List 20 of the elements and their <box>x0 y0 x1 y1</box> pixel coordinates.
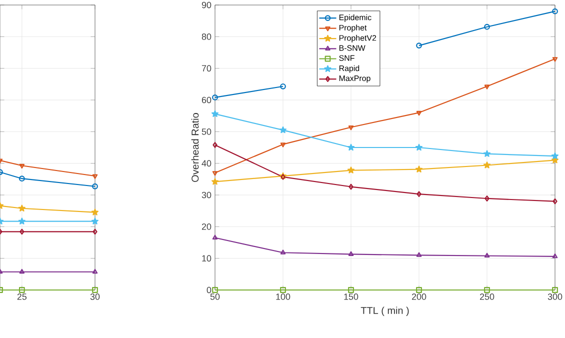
y-tick-label: 0 <box>206 286 212 294</box>
y-tick-label: 20 <box>202 223 212 230</box>
y-axis-title: Overhead Ratio <box>191 113 199 182</box>
y-tick-label: 30 <box>202 192 212 198</box>
x-tick-label: 100 <box>276 294 290 300</box>
x-tick-label: 30 <box>90 294 100 300</box>
y-tick-label: 80 <box>202 33 212 40</box>
y-tick-label: 70 <box>202 65 212 72</box>
x-tick-label: 300 <box>548 294 562 300</box>
y-tick-label: 40 <box>202 160 212 167</box>
x-axis-title: TTL ( min ) <box>360 306 409 316</box>
x-tick-label: 25 <box>17 294 27 300</box>
y-tick-label: 50 <box>202 128 212 135</box>
y-tick-label: 90 <box>202 2 212 8</box>
x-tick-label: 200 <box>412 294 426 300</box>
x-tick-label: 150 <box>344 294 358 300</box>
y-tick-label: 60 <box>202 96 212 104</box>
x-tick-label: 250 <box>480 294 494 300</box>
x-tick-label: 50 <box>210 294 220 300</box>
y-tick-label: 10 <box>202 255 212 262</box>
